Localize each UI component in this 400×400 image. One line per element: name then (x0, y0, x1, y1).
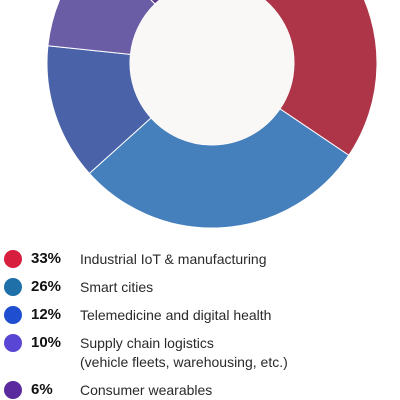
legend-item-telemedicine: 12% Telemedicine and digital health (4, 305, 396, 333)
donut-hole (130, 0, 294, 145)
legend-item-industrial-iot: 33% Industrial IoT & manufacturing (4, 249, 396, 277)
legend-label-line: Supply chain logistics (80, 335, 214, 351)
legend-swatch (4, 278, 22, 296)
legend-label-line: (vehicle fleets, warehousing, etc.) (80, 354, 288, 370)
donut-segment (263, 0, 378, 156)
legend-swatch (4, 334, 22, 352)
legend-percent: 6% (31, 381, 53, 398)
donut-segment (88, 108, 350, 229)
legend-percent: 10% (31, 334, 62, 351)
legend-label: Telemedicine and digital health (80, 305, 396, 325)
legend-label-line: Smart cities (80, 279, 154, 295)
legend-swatch (4, 250, 22, 268)
legend-label: Smart cities (80, 277, 396, 297)
legend-label-line: Consumer wearables (80, 382, 213, 398)
legend-swatch (4, 306, 22, 324)
legend-label: Industrial IoT & manufacturing (80, 249, 396, 269)
legend-label-line: Telemedicine and digital health (80, 307, 272, 323)
legend: 33% Industrial IoT & manufacturing 26% S… (4, 249, 396, 400)
legend-label: Consumer wearables (80, 380, 396, 400)
legend-percent: 26% (31, 278, 62, 295)
legend-item-supply-chain: 10% Supply chain logistics (vehicle flee… (4, 333, 396, 380)
legend-swatch (4, 381, 22, 399)
legend-item-consumer-wearables: 6% Consumer wearables (4, 380, 396, 400)
donut-segment (150, 0, 161, 5)
legend-percent: 33% (31, 250, 62, 267)
legend-label: Supply chain logistics (vehicle fleets, … (80, 333, 396, 372)
legend-label-line: Industrial IoT & manufacturing (80, 251, 267, 267)
legend-item-smart-cities: 26% Smart cities (4, 277, 396, 305)
legend-percent: 12% (31, 306, 62, 323)
donut-chart (46, 0, 378, 229)
donut-segments (46, 0, 378, 229)
